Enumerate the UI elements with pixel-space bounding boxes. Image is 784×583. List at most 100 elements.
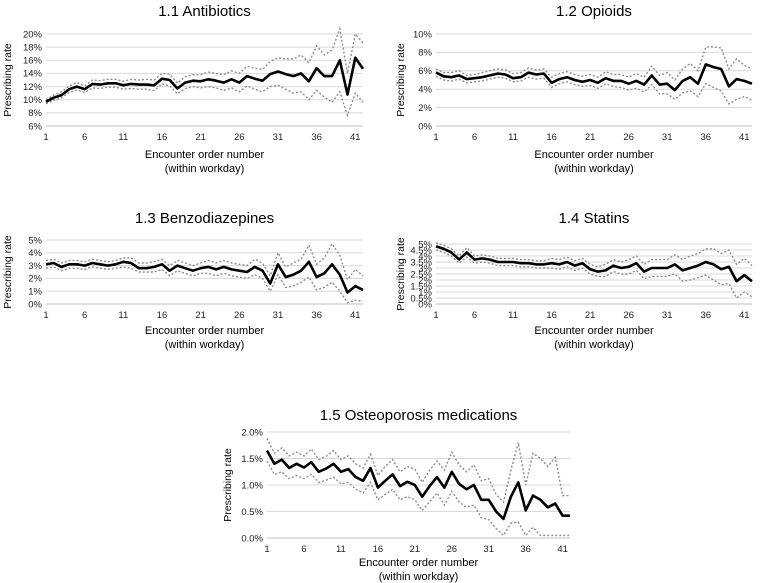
x-tick-label: 36: [700, 132, 711, 143]
y-tick-label: 5%: [28, 235, 42, 246]
y-tick-label: 16%: [23, 56, 43, 67]
x-tick-label: 16: [157, 132, 168, 143]
chart-statins: 1.4 Statins 0%0.5%1%1.5%2%2.5%3%3.5%4%4.5…: [395, 210, 753, 351]
y-axis-label: Prescribing rate: [2, 235, 14, 309]
x-tick-label: 16: [546, 132, 557, 143]
y-tick-label: 2.5%: [410, 269, 432, 280]
y-tick-label: 12%: [23, 82, 43, 93]
series-line-ci-upper: [45, 25, 364, 101]
series-line-ci-lower: [45, 266, 364, 304]
x-tick-label: 1: [433, 132, 438, 143]
y-tick-label: 2%: [418, 103, 432, 114]
x-tick-label: 31: [273, 132, 284, 143]
x-tick-label: 11: [118, 310, 128, 321]
y-tick-label: 3.5%: [410, 257, 432, 268]
y-tick-label: 0.5%: [241, 507, 263, 518]
chart-title: 1.1 Antibiotics: [158, 3, 251, 20]
y-tick-label: 1.5%: [241, 454, 263, 465]
x-tick-label: 6: [472, 310, 477, 321]
x-tick-label: 16: [546, 310, 557, 321]
y-tick-label: 8%: [28, 108, 42, 119]
chart-title: 1.4 Statins: [559, 210, 630, 227]
y-tick-label: 10%: [23, 95, 43, 106]
series-line-ci-lower: [435, 249, 753, 300]
y-tick-label: 2.0%: [241, 427, 263, 438]
x-tick-label: 26: [446, 544, 457, 555]
x-tick-label: 31: [273, 310, 284, 321]
x-tick-label: 11: [508, 310, 518, 321]
x-tick-label: 1: [43, 310, 48, 321]
y-tick-label: 18%: [23, 42, 43, 53]
x-tick-label: 31: [662, 310, 673, 321]
series-line-estimate: [435, 63, 753, 92]
y-axis-label: Prescribing rate: [2, 43, 14, 117]
x-axis-label: (within workday): [379, 571, 458, 583]
x-tick-label: 6: [82, 310, 87, 321]
y-tick-label: 4%: [418, 85, 432, 96]
x-axis-label: Encounter order number: [145, 149, 265, 161]
y-tick-label: 20%: [23, 29, 43, 40]
chart-osteoporosis-medications: 1.5 Osteoporosis medications 0.0% 0.5% 1.0%…: [222, 407, 570, 583]
x-tick-label: 36: [311, 132, 322, 143]
series-line-estimate: [45, 260, 364, 294]
y-axis-label: Prescribing rate: [395, 237, 407, 311]
x-tick-label: 36: [311, 310, 322, 321]
y-tick-label: 8%: [418, 48, 432, 59]
y-tick-label: 10%: [413, 29, 433, 40]
y-tick-label: 2%: [418, 275, 432, 286]
x-tick-label: 26: [234, 132, 245, 143]
y-tick-label: 1%: [28, 287, 42, 298]
chart-title: 1.5 Osteoporosis medications: [320, 407, 518, 424]
x-axis-label: (within workday): [165, 339, 244, 351]
x-axis-label: (within workday): [554, 163, 633, 175]
x-tick-label: 36: [520, 544, 531, 555]
x-tick-label: 11: [336, 544, 346, 555]
y-tick-label: 0%: [418, 299, 432, 310]
x-tick-label: 41: [739, 132, 750, 143]
x-tick-label: 31: [483, 544, 494, 555]
x-tick-label: 21: [195, 310, 206, 321]
x-axis-label: Encounter order number: [534, 149, 654, 161]
x-tick-label: 26: [623, 310, 634, 321]
series-line-estimate: [435, 245, 753, 283]
x-tick-label: 21: [585, 310, 596, 321]
chart-title: 1.3 Benzodiazepines: [135, 210, 274, 227]
y-tick-label: 0%: [418, 121, 432, 132]
x-tick-label: 1: [43, 132, 48, 143]
x-axis-label: Encounter order number: [534, 325, 654, 337]
y-tick-label: 1%: [418, 287, 432, 298]
x-tick-label: 21: [195, 132, 206, 143]
y-tick-label: 0.0%: [241, 533, 263, 544]
y-tick-label: 14%: [23, 69, 43, 80]
x-tick-label: 11: [508, 132, 518, 143]
y-tick-label: 6%: [418, 66, 432, 77]
x-tick-label: 1: [433, 310, 438, 321]
series-line-ci-upper: [435, 46, 753, 82]
x-tick-label: 26: [623, 132, 634, 143]
x-axis-label: Encounter order number: [145, 325, 265, 337]
y-tick-label: 4.5%: [410, 245, 432, 256]
x-tick-label: 6: [472, 132, 477, 143]
y-tick-label: 6%: [28, 121, 42, 132]
y-tick-label: 3%: [28, 261, 42, 272]
chart-title: 1.2 Opioids: [556, 3, 632, 20]
y-tick-label: 5%: [418, 239, 432, 250]
series-line-estimate: [265, 449, 570, 521]
series-line-ci-lower: [45, 83, 364, 118]
series-line-ci-upper: [435, 242, 753, 268]
x-tick-label: 21: [585, 132, 596, 143]
x-tick-label: 21: [410, 544, 421, 555]
x-axis-label: Encounter order number: [359, 557, 479, 569]
x-tick-label: 11: [118, 132, 128, 143]
x-tick-label: 6: [82, 132, 87, 143]
y-axis-label: Prescribing rate: [222, 448, 234, 522]
x-tick-label: 41: [739, 310, 750, 321]
series-line-ci-upper: [45, 242, 364, 282]
y-tick-label: 4%: [418, 251, 432, 262]
y-tick-label: 1.5%: [410, 281, 432, 292]
x-axis-label: (within workday): [165, 163, 244, 175]
